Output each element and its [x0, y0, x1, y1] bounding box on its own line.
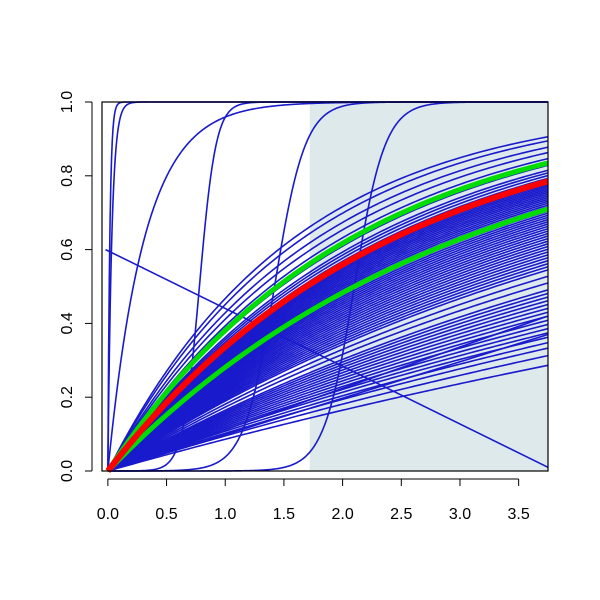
- series-line: [107, 169, 549, 472]
- highlight-band-line: [106, 206, 549, 473]
- series-line: [107, 254, 549, 472]
- y-tick-label: 1.0: [59, 91, 76, 113]
- series-line: [107, 135, 549, 472]
- x-tick-label: 3.5: [508, 506, 530, 523]
- y-tick-label: 0.4: [59, 312, 76, 334]
- series-line: [107, 266, 549, 472]
- series-line: [107, 327, 549, 472]
- series-line: [107, 282, 549, 472]
- series-line: [107, 333, 549, 472]
- series-line: [107, 251, 549, 472]
- series-line: [107, 319, 549, 472]
- series-line: [107, 146, 549, 472]
- x-tick-label: 2.5: [390, 506, 412, 523]
- x-tick-label: 2.0: [331, 506, 353, 523]
- series-line: [107, 259, 549, 472]
- series-line: [105, 248, 549, 469]
- series-line: [107, 262, 549, 472]
- series-line: [107, 172, 549, 472]
- series-line: [107, 269, 549, 472]
- x-tick-label: 0.5: [155, 506, 177, 523]
- x-tick-label: 1.5: [273, 506, 295, 523]
- plot-frame: [101, 101, 549, 472]
- series-line: [107, 311, 549, 472]
- series-line: [107, 151, 549, 472]
- highlight-mean-line: [105, 178, 549, 473]
- x-tick-label: 3.0: [449, 506, 471, 523]
- series-line: [107, 275, 549, 472]
- highlight-band-line: [105, 160, 549, 473]
- x-tick-label: 1.0: [214, 506, 236, 523]
- x-tick-label: 0.0: [97, 506, 119, 523]
- highlight-lines-layer: [105, 160, 549, 473]
- series-line: [107, 245, 549, 472]
- series-line: [107, 323, 549, 472]
- series-line: [107, 140, 549, 472]
- series-line: [107, 315, 549, 472]
- series-line: [107, 256, 549, 472]
- series-line: [107, 248, 549, 472]
- y-tick-label: 0.2: [59, 386, 76, 408]
- y-tick-label: 0.6: [59, 238, 76, 260]
- y-tick-label: 0.0: [59, 460, 76, 482]
- series-line: [107, 243, 549, 472]
- axes-layer: 0.0 0.5 1.0 1.5 2.0 2.5 3.0 3.5 0.0 0.2 0.4 0.6 0.8 1…: [59, 91, 549, 523]
- series-line: [107, 315, 549, 472]
- series-lines-layer: [105, 101, 549, 472]
- y-tick-label: 0.8: [59, 165, 76, 187]
